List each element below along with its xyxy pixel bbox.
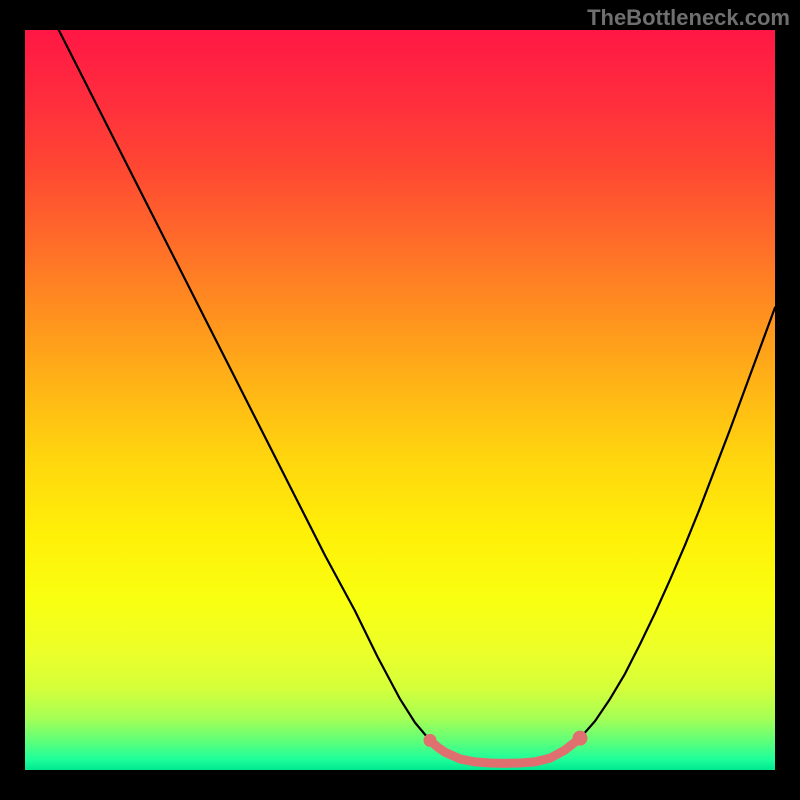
- optimal-range-start-marker: [424, 734, 437, 747]
- bottleneck-chart: [0, 0, 800, 800]
- optimal-range-end-marker: [573, 731, 588, 746]
- chart-stage: TheBottleneck.com: [0, 0, 800, 800]
- plot-background: [25, 30, 775, 770]
- watermark-text: TheBottleneck.com: [587, 5, 790, 31]
